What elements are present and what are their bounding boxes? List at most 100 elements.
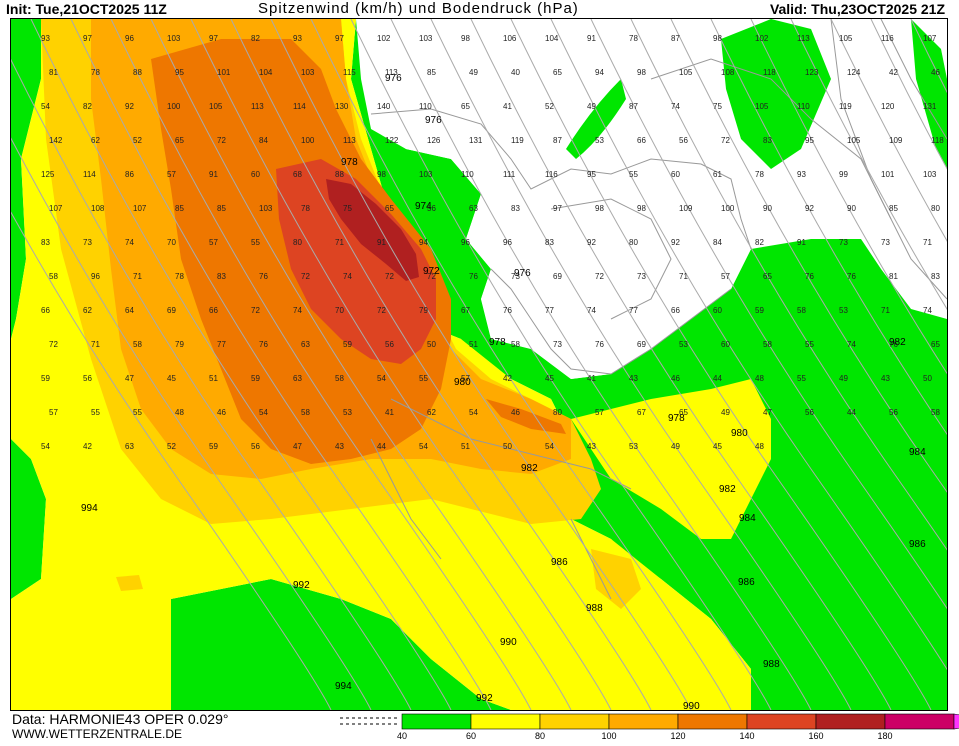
wind-value: 43	[587, 442, 596, 451]
wind-value: 72	[385, 272, 394, 281]
wind-value: 54	[377, 374, 386, 383]
wind-value: 90	[763, 204, 772, 213]
wind-value: 50	[427, 340, 436, 349]
wind-value: 48	[755, 442, 764, 451]
wind-value: 53	[679, 340, 688, 349]
wind-value: 130	[335, 102, 349, 111]
wind-value: 70	[335, 306, 344, 315]
wind-value: 71	[335, 238, 344, 247]
isobar-line	[270, 19, 692, 710]
isobar-label: 986	[551, 557, 568, 568]
wind-value: 43	[629, 374, 638, 383]
wind-value: 73	[83, 238, 92, 247]
wind-value: 71	[881, 306, 890, 315]
isobar-label: 994	[335, 681, 352, 692]
wind-value: 55	[419, 374, 428, 383]
wind-value: 45	[545, 374, 554, 383]
legend-swatch	[884, 713, 955, 730]
isobar-line	[430, 19, 852, 710]
isobar-label: 984	[739, 513, 756, 524]
isobar-label: 992	[476, 693, 493, 704]
wind-zone-140-160	[276, 159, 436, 364]
wind-value: 101	[217, 68, 231, 77]
wind-value: 55	[251, 238, 260, 247]
isobar-label: 986	[738, 577, 755, 588]
wind-value: 71	[679, 272, 688, 281]
wind-value: 44	[847, 408, 856, 417]
wind-value: 67	[461, 306, 470, 315]
legend-tick-label: 60	[466, 731, 476, 741]
wind-value: 78	[301, 204, 310, 213]
isobar-line	[190, 19, 612, 710]
wind-value: 45	[713, 442, 722, 451]
wind-value: 41	[385, 408, 394, 417]
wind-value: 97	[335, 34, 344, 43]
wind-value: 53	[629, 442, 638, 451]
legend-swatch	[401, 713, 472, 730]
wind-value: 110	[419, 102, 432, 111]
wind-value: 93	[797, 170, 806, 179]
wind-value: 49	[587, 102, 596, 111]
wind-value: 60	[721, 340, 730, 349]
wind-value: 65	[763, 272, 772, 281]
wind-value: 142	[49, 136, 63, 145]
wind-value: 100	[301, 136, 315, 145]
wind-value: 105	[839, 34, 853, 43]
wind-value: 140	[377, 102, 391, 111]
wind-value: 95	[175, 68, 184, 77]
wind-value: 46	[671, 374, 680, 383]
wind-value: 104	[545, 34, 559, 43]
wind-value: 75	[343, 204, 352, 213]
wind-value: 63	[469, 204, 478, 213]
wind-value: 80	[629, 238, 638, 247]
wind-value: 56	[251, 442, 260, 451]
isobar-label: 980	[454, 377, 471, 388]
wind-value: 100	[167, 102, 181, 111]
wind-value: 44	[377, 442, 386, 451]
wind-value: 92	[805, 204, 814, 213]
wind-value: 103	[259, 204, 273, 213]
isobar-label: 972	[423, 266, 440, 277]
wind-value: 91	[209, 170, 218, 179]
wind-value: 60	[671, 170, 680, 179]
wind-value: 42	[83, 442, 92, 451]
wind-value: 113	[251, 102, 264, 111]
wind-value: 60	[251, 170, 260, 179]
wind-value: 56	[427, 204, 436, 213]
wind-value: 114	[83, 170, 96, 179]
wind-value: 76	[503, 306, 512, 315]
isobar-line	[150, 19, 572, 710]
wind-value: 55	[133, 408, 142, 417]
legend-lower-placeholder	[340, 717, 398, 725]
wind-value: 55	[805, 340, 814, 349]
wind-value: 91	[587, 34, 596, 43]
wind-value: 56	[889, 408, 898, 417]
wind-value: 51	[209, 374, 218, 383]
wind-value: 83	[217, 272, 226, 281]
wind-value: 118	[931, 136, 944, 145]
wind-value: 78	[629, 34, 638, 43]
wind-value: 72	[721, 136, 730, 145]
wind-value: 54	[419, 442, 428, 451]
wind-value: 93	[41, 34, 50, 43]
wind-value: 110	[797, 102, 810, 111]
wind-value: 72	[301, 272, 310, 281]
wind-value: 72	[251, 306, 260, 315]
wind-value: 72	[377, 306, 386, 315]
wind-value: 42	[503, 374, 512, 383]
wind-value: 52	[133, 136, 142, 145]
wind-value: 95	[805, 136, 814, 145]
legend-tick-label: 100	[601, 731, 616, 741]
wind-value: 85	[889, 204, 898, 213]
legend-tick-label: 80	[535, 731, 545, 741]
isobar-line	[350, 19, 772, 710]
wind-value: 62	[91, 136, 100, 145]
isobar-line	[870, 19, 947, 170]
wind-value: 84	[259, 136, 268, 145]
wind-value: 88	[133, 68, 142, 77]
wind-value: 69	[167, 306, 176, 315]
wind-value: 58	[49, 272, 58, 281]
wind-value: 59	[251, 374, 260, 383]
wind-value: 46	[931, 68, 940, 77]
